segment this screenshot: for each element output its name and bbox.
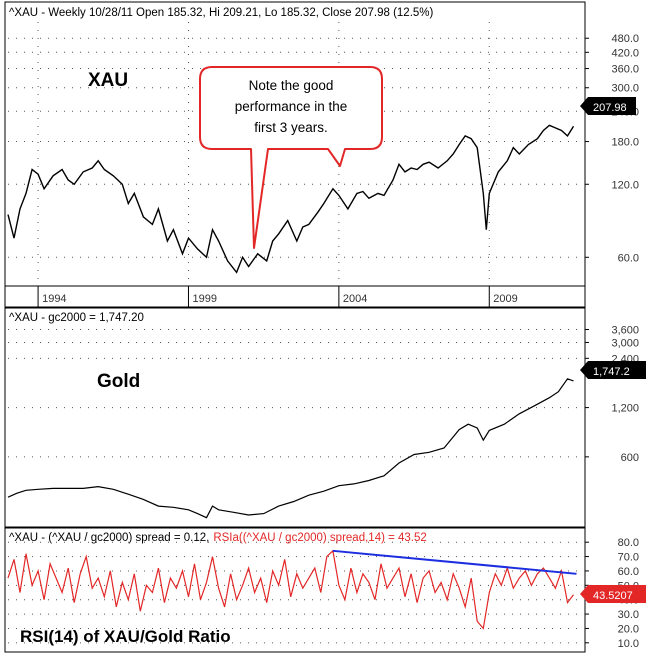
annotation-line-2: performance in the	[235, 99, 348, 114]
y-tick-label: 60.0	[618, 566, 639, 578]
panel-gold-label: Gold	[97, 371, 140, 392]
annotation-callout: Note the good performance in the first 3…	[199, 66, 383, 249]
y-tick-label: 60.0	[618, 252, 639, 264]
rsi-last-value-label: 43.5207	[593, 590, 633, 602]
y-tick-label: 120.0	[611, 179, 639, 191]
panel-rsi-header: ^XAU - (^XAU / gc2000) spread = 0.12, RSI…	[9, 532, 427, 544]
x-tick-label: 2004	[343, 293, 367, 305]
panel-xau: ^XAU - Weekly 10/28/11 Open 185.32, Hi 2…	[4, 1, 639, 308]
annotation-line-1: Note the good	[249, 78, 334, 93]
y-tick-label: 1,200	[611, 403, 639, 415]
rsi-header-black: ^XAU - (^XAU / gc2000) spread = 0.12,	[9, 532, 209, 544]
annotation-line-3: first 3 years.	[254, 120, 328, 135]
xau-last-value-tag: 207.98	[580, 97, 636, 115]
rsi-trendline	[332, 549, 577, 575]
panel-xau-header: ^XAU - Weekly 10/28/11 Open 185.32, Hi 2…	[9, 7, 434, 19]
gold-price-line	[7, 378, 574, 519]
y-tick-label: 300.0	[611, 83, 639, 95]
y-tick-label: 3,600	[611, 324, 639, 336]
y-tick-label: 10.0	[618, 638, 639, 650]
panel-xau-x-ticks: 1994 1999 2004 2009	[5, 22, 585, 307]
y-tick-label: 360.0	[611, 64, 639, 76]
rsi-last-value-tag: 43.5207	[580, 585, 646, 603]
panel-rsi-label: RSI(14) of XAU/Gold Ratio	[20, 627, 231, 646]
x-tick-label: 1994	[42, 293, 66, 305]
y-tick-label: 180.0	[611, 137, 639, 149]
y-tick-label: 480.0	[611, 33, 639, 45]
gold-last-value-tag: 1,747.2	[580, 361, 646, 379]
panel-xau-label: XAU	[88, 70, 128, 91]
y-tick-label: 3,000	[611, 337, 639, 349]
xau-last-value-label: 207.98	[593, 102, 627, 114]
panel-gold-header: ^XAU - gc2000 = 1,747.20	[9, 312, 144, 324]
panel-gold-frame	[4, 307, 586, 528]
y-tick-label: 420.0	[611, 47, 639, 59]
x-tick-label: 2009	[493, 293, 517, 305]
y-tick-label: 20.0	[618, 623, 639, 635]
panel-xau-frame	[4, 1, 586, 308]
y-tick-label: 80.0	[618, 537, 639, 549]
y-tick-label: 600	[621, 452, 639, 464]
y-tick-label: 70.0	[618, 552, 639, 564]
panel-rsi: ^XAU - (^XAU / gc2000) spread = 0.12, RSI…	[4, 527, 646, 653]
gold-last-value-label: 1,747.2	[593, 366, 630, 378]
x-tick-label: 1999	[192, 293, 216, 305]
y-tick-label: 30.0	[618, 609, 639, 621]
xau-price-line	[7, 124, 575, 274]
rsi-header-red: RSIa((^XAU / gc2000) spread,14) = 43.52	[213, 532, 426, 544]
rsi-line	[7, 549, 574, 630]
panel-gold: ^XAU - gc2000 = 1,747.20 6001,2002,4003,…	[4, 307, 646, 528]
